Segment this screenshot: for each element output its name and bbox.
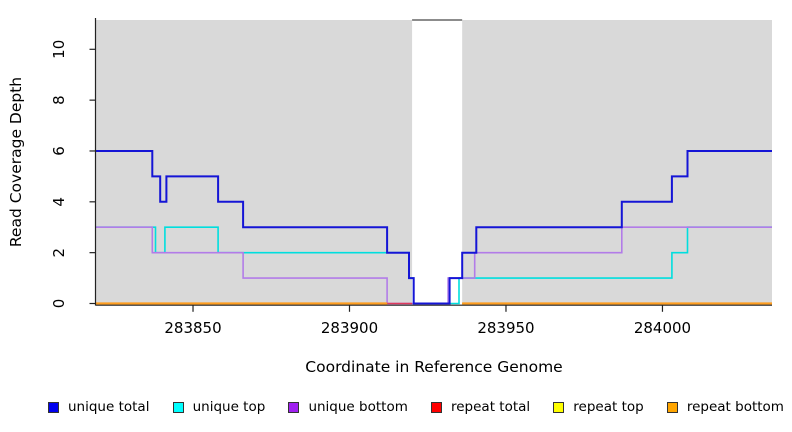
legend-swatch-icon [666, 401, 678, 413]
x-tick-label: 283950 [477, 319, 534, 337]
x-tick-label: 283850 [164, 319, 221, 337]
legend-item-repeat-bottom: repeat bottom [666, 399, 784, 415]
x-axis-ticks: 283850 283900 283950 284000 [164, 305, 691, 337]
legend-swatch-icon [553, 401, 565, 413]
y-tick-label: 4 [50, 197, 68, 207]
x-tick-label: 283900 [321, 319, 378, 337]
y-tick-label: 0 [50, 299, 68, 309]
legend-label: repeat total [450, 399, 531, 415]
y-tick-label: 6 [50, 146, 68, 156]
legend-label: unique bottom [308, 399, 408, 415]
y-axis-title: Read Coverage Depth [7, 77, 25, 247]
x-tick-label: 284000 [634, 319, 691, 337]
legend-item-unique-top: unique top [172, 399, 266, 415]
legend-item-repeat-total: repeat total [430, 399, 531, 415]
legend-item-unique-bottom: unique bottom [288, 399, 408, 415]
legend-swatch-icon [48, 401, 59, 413]
legend-item-repeat-top: repeat top [553, 399, 644, 415]
legend-swatch-icon [172, 401, 184, 413]
legend-item-unique-total: unique total [48, 399, 149, 415]
y-axis-ticks: 0 2 4 6 8 10 [50, 40, 96, 309]
x-axis-title: Coordinate in Reference Genome [305, 358, 562, 376]
y-tick-label: 2 [50, 248, 68, 258]
legend-label: repeat top [573, 399, 644, 415]
legend-swatch-icon [288, 401, 300, 413]
chart-legend: unique total unique top unique bottom repea… [48, 399, 784, 415]
y-tick-label: 8 [50, 95, 68, 105]
series-line [96, 150, 772, 305]
legend-label: unique top [192, 399, 266, 415]
no-data-gap-band [412, 20, 463, 305]
y-tick-label: 10 [50, 40, 68, 59]
series-unique-total [96, 150, 772, 305]
legend-label: repeat bottom [686, 399, 784, 415]
legend-swatch-icon [430, 401, 442, 413]
legend-label: unique total [68, 399, 150, 415]
